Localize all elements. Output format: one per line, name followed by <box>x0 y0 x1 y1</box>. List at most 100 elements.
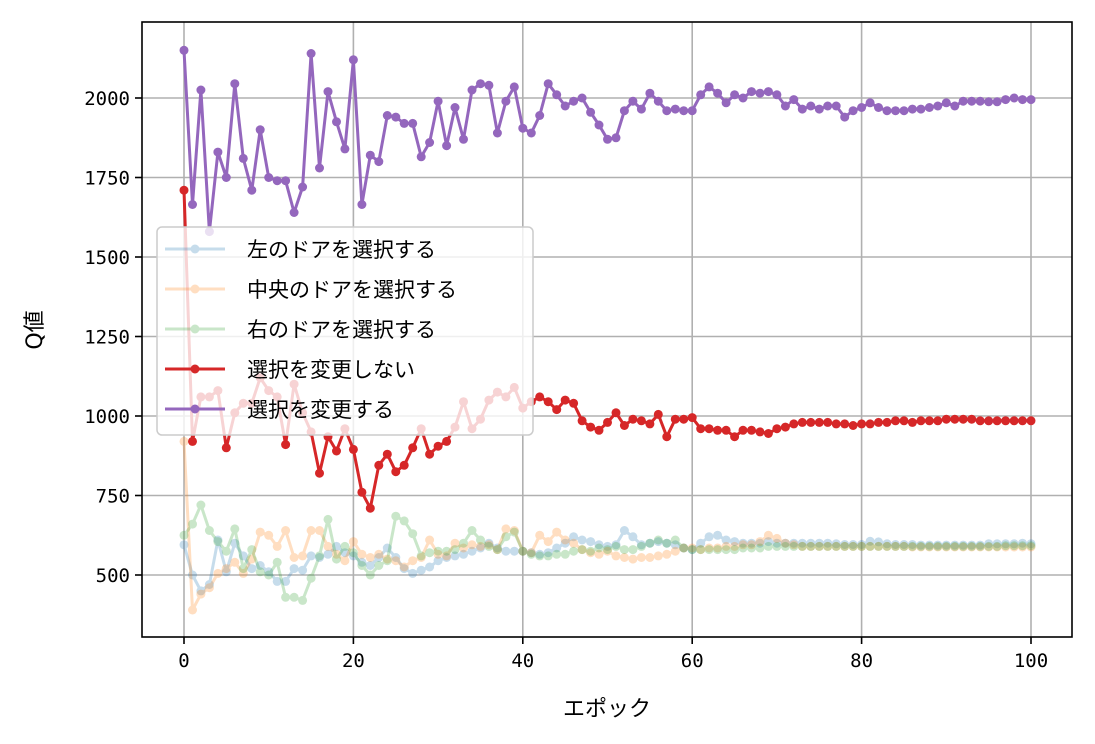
data-point <box>450 103 460 112</box>
data-point <box>247 564 257 574</box>
data-point <box>933 101 943 111</box>
data-point <box>933 541 943 551</box>
data-point <box>857 103 867 112</box>
data-point <box>467 540 477 550</box>
data-point <box>950 101 960 111</box>
data-point <box>797 541 807 551</box>
data-point <box>315 468 324 478</box>
x-tick-label: 20 <box>342 650 365 672</box>
data-point <box>831 541 841 551</box>
data-point <box>560 549 570 559</box>
data-point <box>382 543 392 553</box>
data-point <box>924 416 934 426</box>
data-point <box>823 101 833 111</box>
data-point <box>619 421 629 430</box>
series-line <box>182 441 1031 612</box>
data-point <box>459 549 468 559</box>
data-point <box>213 537 223 547</box>
data-point <box>679 543 689 553</box>
data-point <box>484 541 494 551</box>
data-point <box>941 542 951 552</box>
data-point <box>238 153 248 163</box>
legend-swatch-icon <box>165 284 225 294</box>
data-point <box>891 541 900 551</box>
data-point <box>645 538 655 548</box>
data-point <box>611 408 621 418</box>
data-point <box>594 549 604 559</box>
data-point <box>891 541 900 551</box>
data-point <box>586 422 596 432</box>
data-point <box>569 398 579 408</box>
data-point <box>721 98 731 108</box>
data-point <box>433 546 443 556</box>
data-point <box>747 540 756 550</box>
data-point <box>967 540 977 550</box>
data-point <box>780 538 790 548</box>
data-point <box>433 549 443 559</box>
data-point <box>992 539 1002 549</box>
data-point <box>619 553 629 562</box>
data-point <box>577 416 587 426</box>
data-point <box>696 545 706 555</box>
data-point <box>560 535 570 545</box>
data-point <box>958 414 968 424</box>
data-point <box>272 541 282 551</box>
data-point <box>780 101 790 111</box>
data-point <box>221 546 231 556</box>
data-point <box>586 537 596 547</box>
data-point <box>933 540 943 550</box>
data-point <box>806 541 816 551</box>
data-point <box>374 553 384 562</box>
data-point <box>907 540 917 549</box>
data-point <box>332 554 341 564</box>
data-point <box>315 553 324 562</box>
data-point <box>713 88 723 98</box>
data-point <box>577 545 587 555</box>
data-point <box>416 551 426 561</box>
data-point <box>806 417 816 427</box>
data-point <box>552 549 562 559</box>
x-tick-label: 40 <box>511 650 534 672</box>
data-point <box>348 537 358 547</box>
data-point <box>535 111 545 120</box>
data-point <box>382 554 392 564</box>
data-point <box>264 530 274 540</box>
data-point <box>916 542 926 552</box>
x-tick-label: 0 <box>178 650 189 672</box>
data-point <box>958 541 968 551</box>
data-point <box>603 134 612 144</box>
data-point <box>416 553 426 562</box>
data-point <box>433 441 443 451</box>
data-point <box>797 104 807 114</box>
data-point <box>882 541 892 551</box>
data-point <box>365 150 375 160</box>
data-point <box>543 551 553 561</box>
data-point <box>306 551 316 561</box>
data-point <box>814 538 824 548</box>
data-point <box>272 557 282 567</box>
data-point <box>882 106 892 116</box>
data-point <box>670 546 680 556</box>
legend-swatch-icon <box>165 244 225 254</box>
data-point <box>704 532 714 542</box>
data-point <box>747 425 756 435</box>
legend-item: 選択を変更しない <box>165 358 415 382</box>
data-point <box>247 185 257 195</box>
data-point <box>907 417 917 427</box>
data-point <box>425 562 435 572</box>
data-point <box>704 82 714 92</box>
data-point <box>721 535 731 545</box>
data-point <box>891 106 900 116</box>
data-point <box>332 446 341 456</box>
data-point <box>780 422 790 432</box>
data-point <box>755 88 765 98</box>
data-point <box>628 554 638 564</box>
data-point <box>916 540 926 550</box>
data-point <box>204 583 214 593</box>
data-point <box>526 548 536 558</box>
data-point <box>721 541 731 551</box>
data-point <box>298 182 308 192</box>
data-point <box>611 541 621 551</box>
data-point <box>831 539 841 549</box>
data-point <box>1018 95 1027 105</box>
